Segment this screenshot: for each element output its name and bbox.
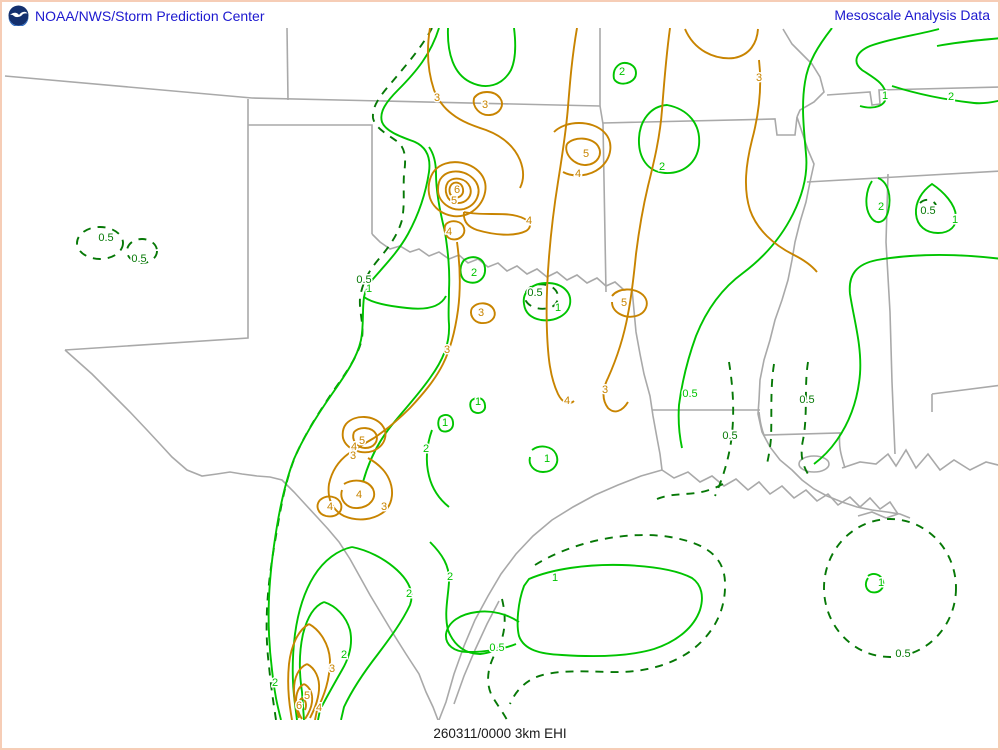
contour-label: 0.5 bbox=[356, 274, 371, 286]
contour-label: 2 bbox=[659, 161, 665, 173]
contour-label: 3 bbox=[756, 72, 762, 84]
contour-label: 3 bbox=[381, 501, 387, 513]
contour-label: 3 bbox=[329, 663, 335, 675]
contour-label: 1 bbox=[878, 577, 884, 589]
contour-label: 2 bbox=[406, 588, 412, 600]
contour-label: 3 bbox=[444, 344, 450, 356]
contour-label: 2 bbox=[471, 267, 477, 279]
contour-label: 4 bbox=[351, 441, 357, 453]
contours-dashed-green bbox=[76, 28, 957, 720]
page-title: Mesoscale Analysis Data bbox=[834, 7, 990, 23]
contour-label: 4 bbox=[316, 702, 322, 714]
contour-label: 5 bbox=[359, 435, 365, 447]
contour-label: 1 bbox=[366, 283, 372, 295]
contour-label: 4 bbox=[356, 489, 362, 501]
contour-label: 1 bbox=[442, 417, 448, 429]
contour-label: 5 bbox=[304, 690, 310, 702]
contour-label: 4 bbox=[526, 215, 532, 227]
contour-label: 4 bbox=[446, 226, 452, 238]
contour-label: 4 bbox=[327, 501, 333, 513]
contour-label: 2 bbox=[341, 649, 347, 661]
map-caption: 260311/0000 3km EHI bbox=[433, 726, 567, 741]
state-borders bbox=[4, 28, 998, 720]
page-header: NOAA/NWS/Storm Prediction Center Mesosca… bbox=[2, 2, 998, 28]
contour-label: 1 bbox=[544, 453, 550, 465]
contour-label: 1 bbox=[882, 90, 888, 102]
contour-label: 6 bbox=[454, 184, 460, 196]
contour-label: 0.5 bbox=[131, 253, 146, 265]
contour-label: 0.5 bbox=[489, 642, 504, 654]
contour-label: 1 bbox=[475, 396, 481, 408]
contour-label: 0.5 bbox=[895, 648, 910, 660]
contour-label: 2 bbox=[878, 201, 884, 213]
contour-label: 0.5 bbox=[98, 232, 113, 244]
contour-label: 6 bbox=[296, 700, 302, 712]
contour-label: 1 bbox=[555, 302, 561, 314]
site-title[interactable]: NOAA/NWS/Storm Prediction Center bbox=[35, 7, 265, 24]
contour-label: 2 bbox=[272, 677, 278, 689]
contour-label: 3 bbox=[602, 384, 608, 396]
contour-label: 0.5 bbox=[799, 394, 814, 406]
contour-label: 0.5 bbox=[722, 430, 737, 442]
contour-label: 5 bbox=[583, 148, 589, 160]
contour-label: 3 bbox=[482, 99, 488, 111]
contour-label: 0.5 bbox=[527, 287, 542, 299]
contour-label: 0.5 bbox=[920, 205, 935, 217]
noaa-logo-icon[interactable] bbox=[8, 5, 29, 26]
contours-orange bbox=[287, 28, 818, 720]
contour-label: 5 bbox=[451, 195, 457, 207]
contour-label: 2 bbox=[619, 66, 625, 78]
contour-label: 4 bbox=[564, 395, 570, 407]
contour-label: 3 bbox=[478, 307, 484, 319]
contour-label: 0.5 bbox=[682, 388, 697, 400]
contour-label: 2 bbox=[948, 91, 954, 103]
contour-label: 3 bbox=[434, 92, 440, 104]
contours-solid-green bbox=[267, 28, 998, 720]
contour-label: 1 bbox=[552, 572, 558, 584]
contour-label: 4 bbox=[575, 168, 581, 180]
contour-label: 2 bbox=[447, 571, 453, 583]
contour-label: 2 bbox=[423, 443, 429, 455]
contour-label: 5 bbox=[621, 297, 627, 309]
contour-label: 3 bbox=[350, 450, 356, 462]
header-left: NOAA/NWS/Storm Prediction Center bbox=[8, 5, 265, 26]
contour-label: 1 bbox=[952, 214, 958, 226]
